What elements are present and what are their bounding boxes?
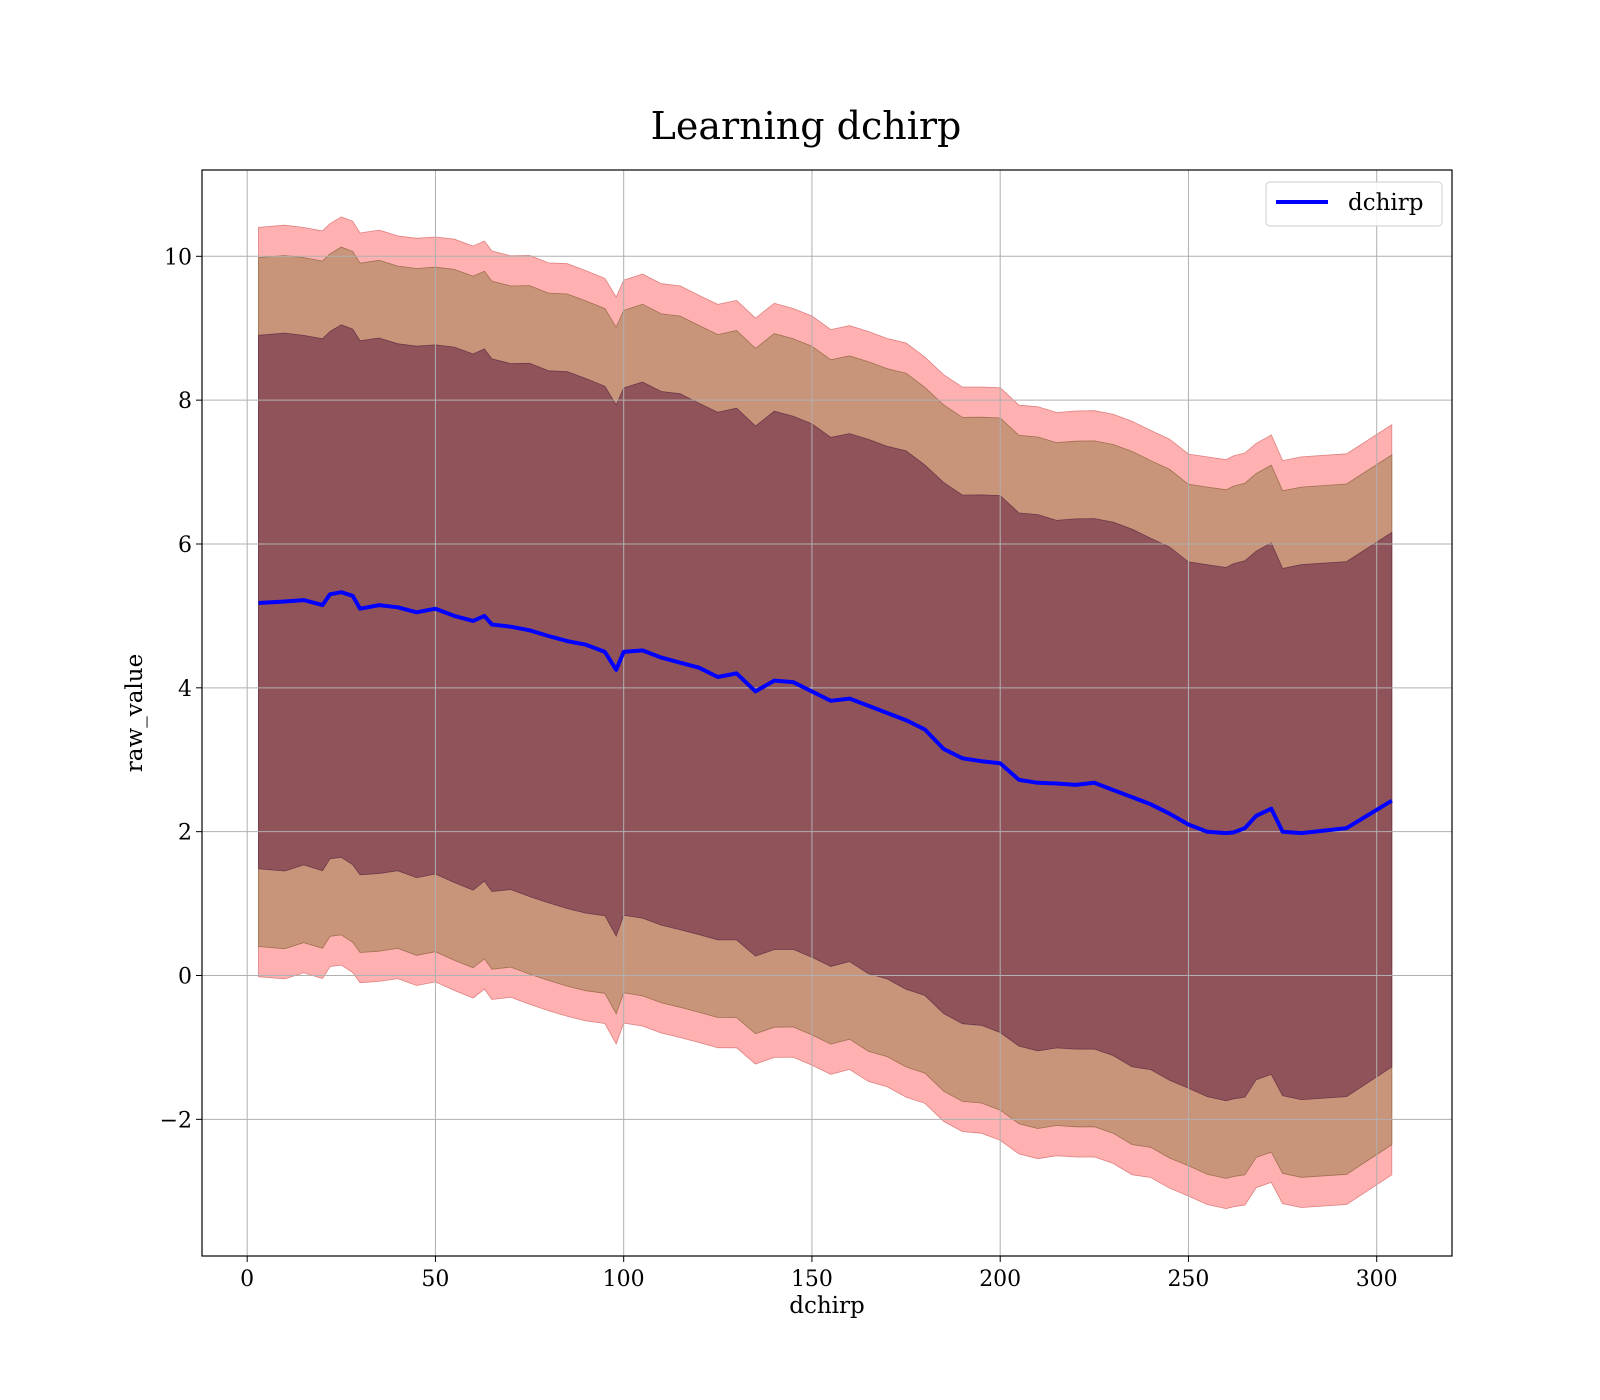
legend-box: [1265, 181, 1443, 227]
legend: dchirp: [1265, 181, 1443, 227]
y-tick-label-6: 10: [164, 245, 192, 270]
y-tick-label-4: 6: [178, 533, 192, 558]
x-tick-label-3: 150: [791, 1267, 833, 1292]
plot-frame: [201, 169, 1453, 1257]
legend-label: dchirp: [1348, 190, 1424, 216]
x-tick-label-2: 100: [603, 1267, 645, 1292]
x-tick-label-0: 0: [240, 1267, 254, 1292]
x-tick-label-4: 200: [979, 1267, 1021, 1292]
grid-lines: [202, 170, 1452, 1256]
series-line-layer: [258, 590, 1393, 836]
y-tick-label-3: 4: [178, 677, 192, 702]
y-tick-label-1: 0: [178, 965, 192, 990]
x-tick-label-5: 250: [1167, 1267, 1209, 1292]
confidence-bands: [258, 216, 1393, 1210]
y-tick-label-5: 8: [178, 389, 192, 414]
series-line-dchirp: [258, 590, 1393, 836]
x-axis-ticks: 0 50 100 150 200 250 300: [240, 1256, 1398, 1292]
x-tick-label-1: 50: [421, 1267, 449, 1292]
band-inner: [258, 324, 1393, 1102]
y-tick-label-2: 2: [178, 821, 192, 846]
x-tick-label-6: 300: [1356, 1267, 1398, 1292]
y-axis-ticks: −2 0 2 4 6 8 10: [160, 245, 202, 1133]
chart-title: Learning dchirp: [651, 104, 962, 148]
x-axis-label: dchirp: [789, 1293, 865, 1319]
y-axis-label: raw_value: [122, 654, 148, 772]
y-tick-label-0: −2: [160, 1108, 192, 1133]
